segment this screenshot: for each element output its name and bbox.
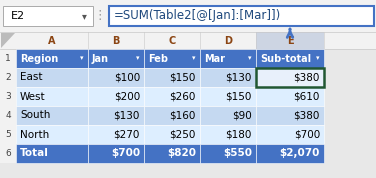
Text: 6: 6: [5, 149, 11, 158]
Text: ▾: ▾: [136, 56, 140, 62]
Text: $270: $270: [114, 130, 140, 140]
Bar: [256, 106, 324, 125]
Bar: [16, 87, 88, 106]
Text: South: South: [20, 111, 50, 121]
Bar: [256, 49, 324, 68]
Text: $380: $380: [294, 72, 320, 82]
Bar: [16, 144, 88, 163]
Bar: [88, 49, 144, 68]
Text: $2,070: $2,070: [280, 148, 320, 158]
Text: ▾: ▾: [82, 12, 86, 22]
Bar: [3, 6, 93, 26]
Text: $200: $200: [114, 91, 140, 101]
Bar: [144, 68, 200, 87]
Bar: [200, 144, 256, 163]
Text: $250: $250: [170, 130, 196, 140]
Text: Mar: Mar: [204, 54, 225, 64]
Text: =SUM(Table2[@[Jan]:[Mar]]): =SUM(Table2[@[Jan]:[Mar]]): [114, 9, 281, 22]
Bar: [0, 49, 16, 68]
Bar: [144, 125, 200, 144]
Text: A: A: [48, 35, 56, 46]
Bar: [256, 32, 324, 49]
Polygon shape: [1, 33, 15, 48]
Bar: [16, 125, 88, 144]
Bar: [0, 87, 16, 106]
Text: $380: $380: [294, 111, 320, 121]
Text: E2: E2: [11, 11, 25, 21]
Bar: [0, 32, 376, 49]
Text: 5: 5: [5, 130, 11, 139]
Text: 2: 2: [5, 73, 11, 82]
Text: $180: $180: [226, 130, 252, 140]
Text: $700: $700: [294, 130, 320, 140]
Text: E: E: [287, 35, 293, 46]
Text: ⋮: ⋮: [94, 9, 106, 22]
Text: ▾: ▾: [316, 56, 320, 62]
Text: $130: $130: [226, 72, 252, 82]
Bar: [144, 106, 200, 125]
Bar: [0, 68, 16, 87]
Text: $100: $100: [114, 72, 140, 82]
Bar: [256, 68, 324, 87]
Bar: [88, 87, 144, 106]
Bar: [0, 125, 16, 144]
Text: ▾: ▾: [248, 56, 252, 62]
Bar: [144, 49, 200, 68]
Text: $820: $820: [167, 148, 196, 158]
Text: 3: 3: [5, 92, 11, 101]
Bar: [200, 49, 256, 68]
Text: Feb: Feb: [148, 54, 168, 64]
Text: Region: Region: [20, 54, 58, 64]
Text: 1: 1: [5, 54, 11, 63]
Bar: [88, 68, 144, 87]
Text: $150: $150: [226, 91, 252, 101]
Text: $160: $160: [170, 111, 196, 121]
Text: $550: $550: [223, 148, 252, 158]
Bar: [144, 87, 200, 106]
Text: C: C: [168, 35, 176, 46]
Text: $130: $130: [114, 111, 140, 121]
Bar: [88, 144, 144, 163]
Text: 4: 4: [5, 111, 11, 120]
Bar: [256, 68, 324, 87]
Text: $150: $150: [170, 72, 196, 82]
Text: North: North: [20, 130, 49, 140]
Text: Sub-total: Sub-total: [260, 54, 311, 64]
Bar: [256, 87, 324, 106]
Bar: [0, 106, 16, 125]
Text: Total: Total: [20, 148, 49, 158]
Bar: [16, 49, 88, 68]
Text: B: B: [112, 35, 120, 46]
Text: $700: $700: [111, 148, 140, 158]
Bar: [144, 144, 200, 163]
Bar: [109, 6, 374, 26]
Text: ▾: ▾: [80, 56, 84, 62]
Bar: [16, 106, 88, 125]
Bar: [256, 125, 324, 144]
Bar: [200, 125, 256, 144]
Bar: [200, 68, 256, 87]
Text: Jan: Jan: [92, 54, 109, 64]
Bar: [256, 144, 324, 163]
Text: $260: $260: [170, 91, 196, 101]
Bar: [88, 125, 144, 144]
Text: ▾: ▾: [192, 56, 196, 62]
Bar: [0, 144, 16, 163]
Bar: [200, 87, 256, 106]
Text: D: D: [224, 35, 232, 46]
Text: West: West: [20, 91, 45, 101]
Bar: [88, 106, 144, 125]
Bar: [0, 0, 376, 32]
Text: $90: $90: [232, 111, 252, 121]
Text: $610: $610: [294, 91, 320, 101]
Text: East: East: [20, 72, 42, 82]
Bar: [16, 68, 88, 87]
Bar: [200, 106, 256, 125]
